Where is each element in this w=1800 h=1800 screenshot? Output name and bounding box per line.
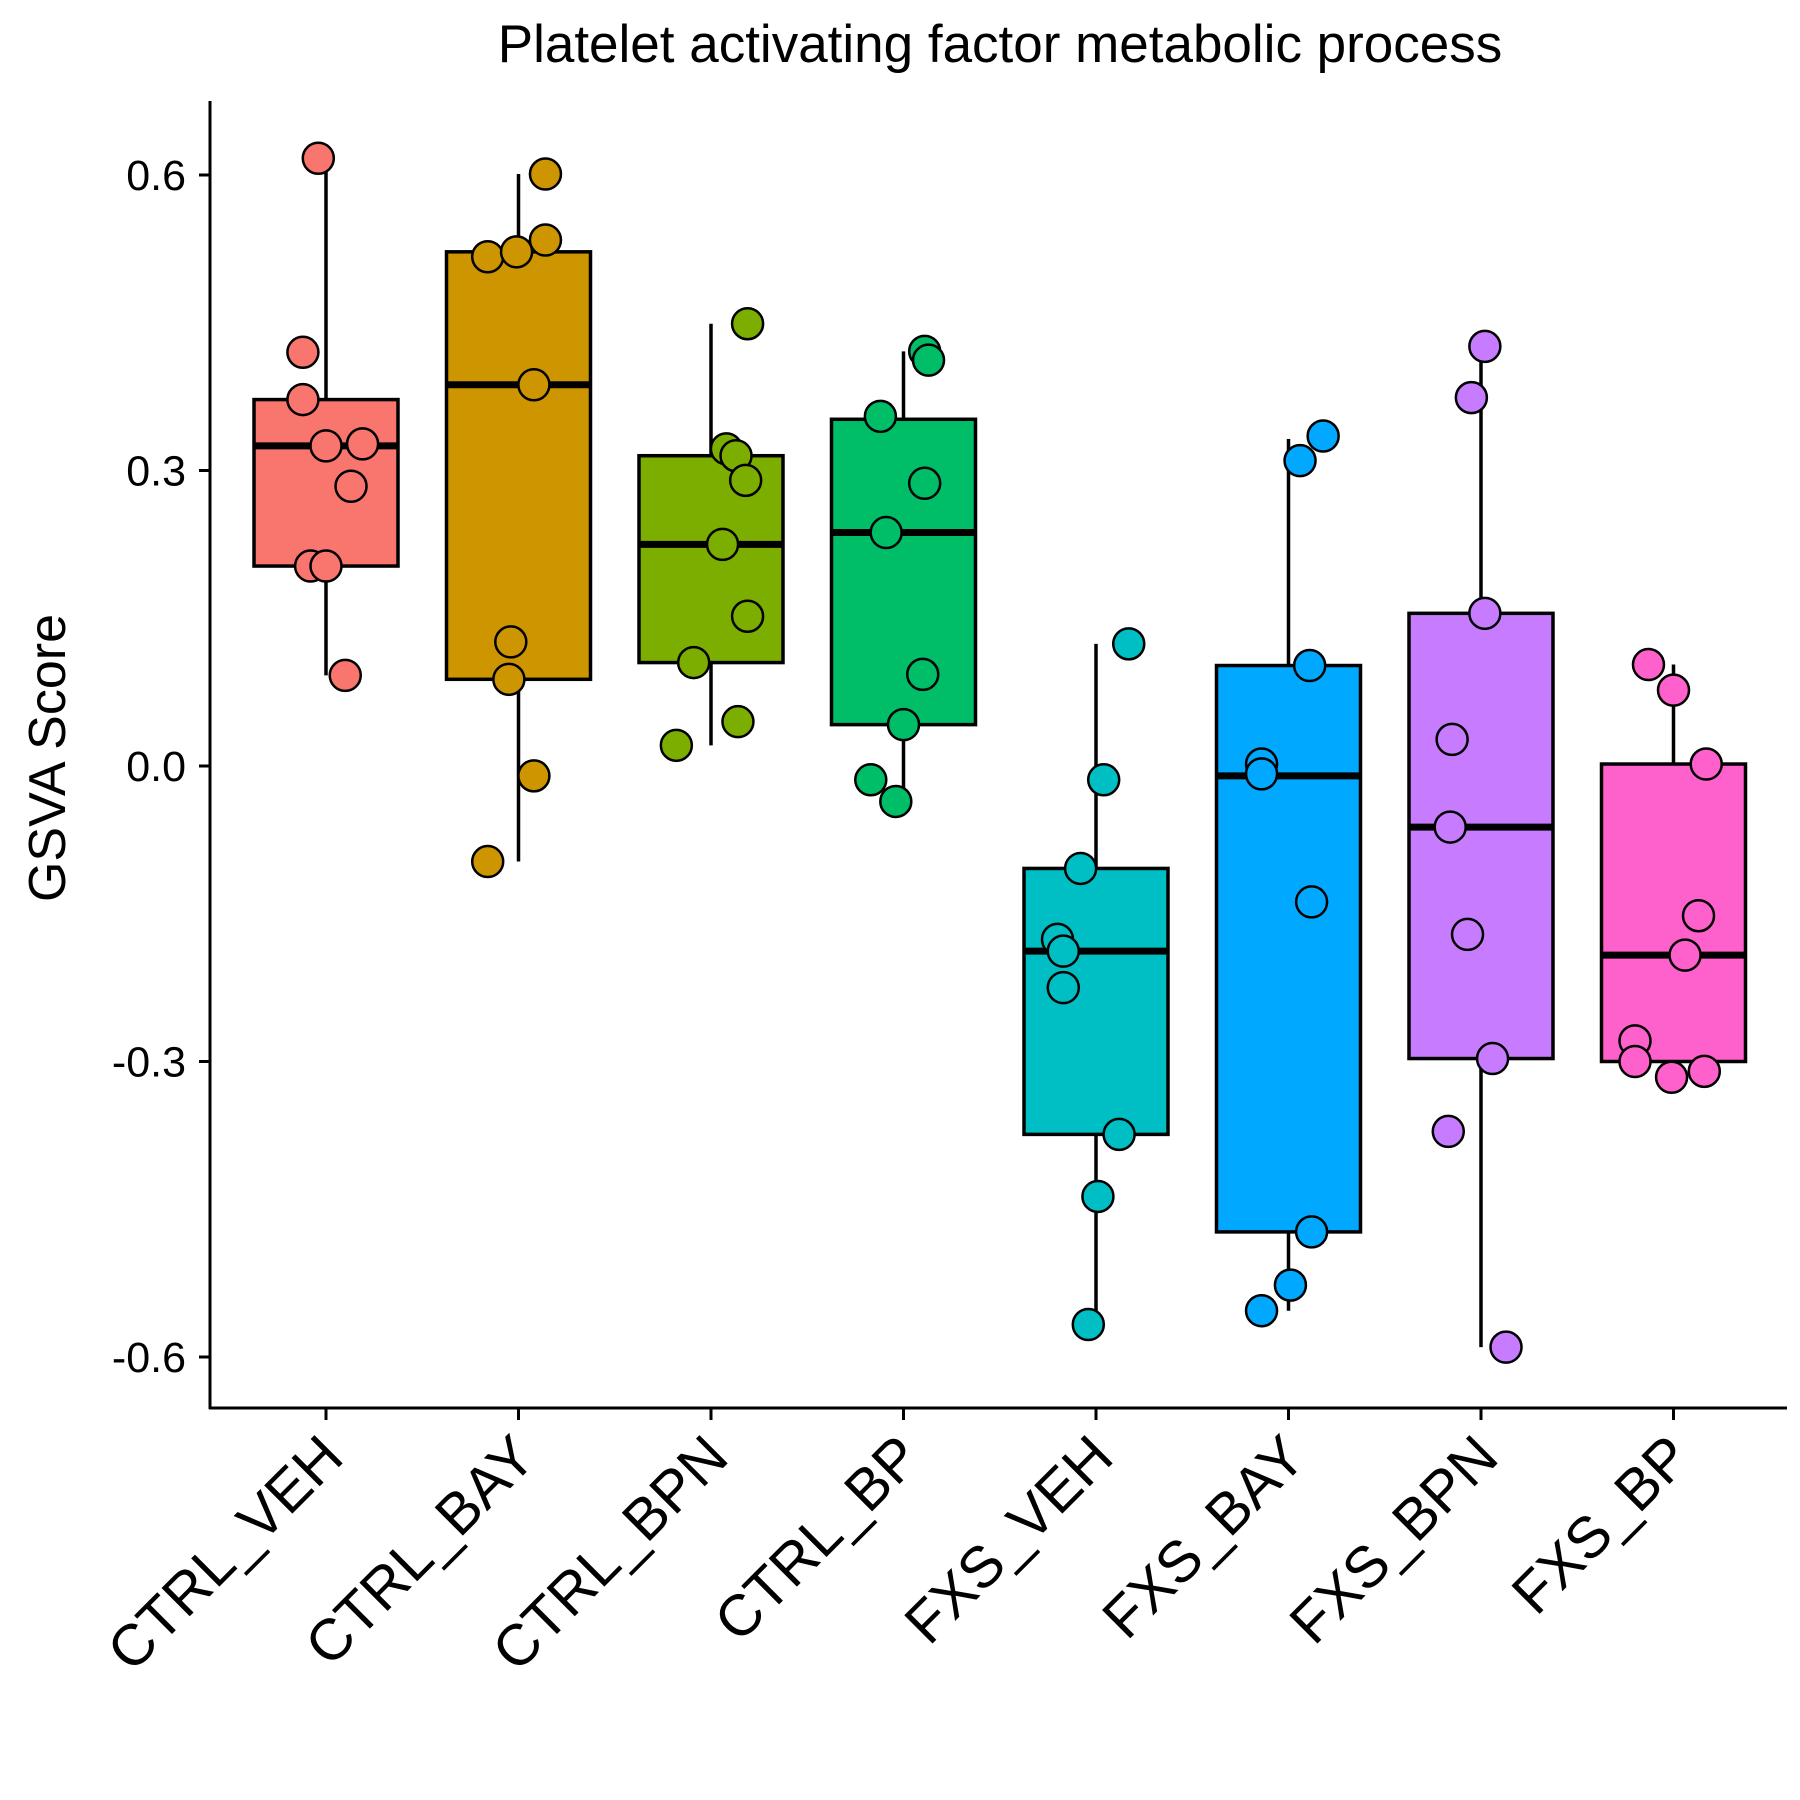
data-point bbox=[1435, 722, 1469, 757]
data-point bbox=[301, 141, 336, 176]
data-point bbox=[863, 399, 898, 434]
data-point bbox=[1294, 1215, 1329, 1249]
data-point bbox=[1618, 1044, 1652, 1079]
data-point bbox=[1244, 757, 1279, 791]
box bbox=[252, 397, 400, 568]
data-point bbox=[1273, 1268, 1308, 1302]
data-point bbox=[906, 657, 940, 692]
data-point bbox=[869, 515, 903, 550]
data-point bbox=[1454, 380, 1489, 415]
y-axis-title: GSVA Score bbox=[19, 614, 77, 902]
data-point bbox=[1046, 970, 1081, 1005]
data-point bbox=[286, 335, 320, 370]
data-point bbox=[470, 240, 505, 274]
y-tick-label: -0.6 bbox=[112, 1334, 186, 1382]
data-point bbox=[1244, 1293, 1279, 1328]
y-tick-label: 0.0 bbox=[126, 743, 186, 791]
data-point bbox=[309, 429, 343, 463]
data-point bbox=[676, 645, 711, 680]
data-point bbox=[1081, 1179, 1115, 1214]
data-point bbox=[499, 235, 534, 269]
x-tick-label: FXS_BP bbox=[1499, 1423, 1702, 1626]
data-point bbox=[730, 306, 765, 341]
data-point bbox=[854, 763, 888, 797]
box bbox=[829, 417, 978, 727]
data-point bbox=[1071, 1307, 1106, 1342]
data-point bbox=[1102, 1117, 1136, 1152]
y-tick-label: 0.6 bbox=[126, 152, 186, 200]
y-tick-label: -0.3 bbox=[112, 1039, 186, 1087]
data-point bbox=[1433, 810, 1467, 844]
box bbox=[444, 250, 593, 682]
data-point bbox=[705, 527, 740, 562]
data-point bbox=[1046, 934, 1081, 968]
data-point bbox=[286, 382, 320, 417]
box bbox=[1022, 866, 1170, 1137]
data-point bbox=[1450, 917, 1485, 952]
box bbox=[637, 453, 785, 665]
data-point bbox=[1654, 1060, 1689, 1095]
data-point bbox=[886, 707, 921, 742]
data-point bbox=[1489, 1330, 1523, 1364]
x-tick-label: CTRL_BP bbox=[702, 1423, 933, 1654]
data-point bbox=[494, 625, 528, 659]
data-point bbox=[345, 427, 380, 461]
data-point bbox=[907, 466, 942, 501]
data-point bbox=[1086, 763, 1121, 797]
data-point bbox=[1468, 596, 1502, 631]
data-point bbox=[1475, 1041, 1510, 1076]
box bbox=[1214, 663, 1363, 1234]
data-point bbox=[659, 728, 694, 763]
data-point bbox=[334, 469, 368, 504]
plot-area bbox=[252, 141, 1748, 1364]
data-point bbox=[492, 662, 526, 697]
data-point bbox=[1687, 1054, 1722, 1089]
data-point bbox=[309, 549, 343, 583]
data-point bbox=[911, 343, 946, 377]
data-point bbox=[1631, 647, 1666, 682]
data-point bbox=[528, 223, 563, 257]
data-point bbox=[1689, 747, 1723, 781]
box bbox=[1599, 762, 1748, 1064]
box-group-fxs-bpn bbox=[1407, 329, 1555, 1364]
data-point bbox=[1063, 851, 1098, 886]
data-point bbox=[1431, 1114, 1466, 1149]
data-point bbox=[328, 658, 362, 693]
y-tick-label: 0.3 bbox=[126, 448, 186, 496]
data-point bbox=[1306, 419, 1340, 453]
data-point bbox=[879, 784, 913, 819]
box-group-ctrl-bay bbox=[444, 157, 593, 879]
data-point bbox=[1668, 938, 1702, 972]
x-tick-label: FXS_BPN bbox=[1277, 1423, 1510, 1656]
data-point bbox=[517, 368, 551, 402]
data-point bbox=[1294, 885, 1329, 919]
data-point bbox=[1283, 443, 1317, 478]
box-group-ctrl-veh bbox=[252, 141, 400, 693]
box-group-fxs-bp bbox=[1599, 647, 1748, 1095]
data-point bbox=[721, 704, 755, 739]
chart-title: Platelet activating factor metabolic pro… bbox=[498, 15, 1503, 74]
data-point bbox=[1656, 673, 1691, 707]
box bbox=[1407, 611, 1555, 1061]
x-tick-label: FXS_VEH bbox=[892, 1423, 1125, 1656]
box-group-fxs-bay bbox=[1214, 419, 1363, 1328]
data-point bbox=[470, 844, 505, 879]
box-group-ctrl-bp bbox=[829, 334, 978, 819]
data-point bbox=[517, 759, 551, 793]
data-point bbox=[728, 463, 763, 498]
box-group-ctrl-bpn bbox=[637, 306, 785, 763]
data-point bbox=[1681, 898, 1716, 933]
data-point bbox=[1111, 627, 1146, 661]
data-point bbox=[730, 599, 765, 634]
data-point bbox=[1468, 329, 1502, 364]
box-group-fxs-veh bbox=[1022, 627, 1170, 1342]
data-point bbox=[528, 157, 563, 191]
data-point bbox=[1292, 648, 1327, 683]
